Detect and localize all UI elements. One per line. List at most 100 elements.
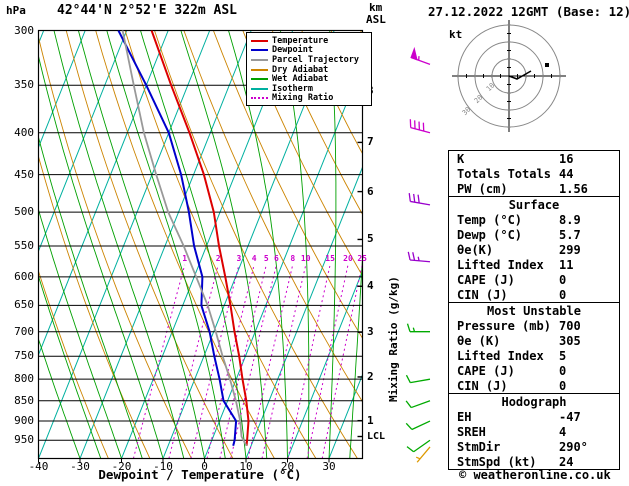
table-row: Lifted Index 5 (449, 348, 619, 363)
hodograph-unit-label: kt (449, 28, 463, 41)
wind-barb (406, 439, 431, 453)
table-row-label: StmDir (457, 439, 501, 454)
series-dewpoint (117, 30, 238, 447)
table-section-header: Surface (449, 196, 619, 212)
table-row: CIN (J) 0 (449, 378, 619, 393)
table-row-value: 8.9 (559, 212, 581, 227)
legend-item: Wet Adiabat (251, 74, 368, 84)
plot-border (37, 29, 364, 460)
hodograph-trace (508, 70, 532, 80)
table-row: Dewp (°C) 5.7 (449, 227, 619, 242)
table-row-value: 700 (559, 318, 581, 333)
legend-label: Dewpoint (272, 45, 313, 56)
wind-barb (405, 374, 431, 384)
table-row: CAPE (J) 0 (449, 363, 619, 378)
wind-barb (410, 46, 431, 65)
legend-label: Mixing Ratio (272, 93, 334, 104)
table-row-value: 0 (559, 378, 567, 393)
table-row-value: -47 (559, 409, 581, 424)
table-row-label: CIN (J) (457, 378, 508, 393)
table-row-value: 11 (559, 257, 574, 272)
pressure-axis-unit: hPa (6, 4, 26, 17)
table-row-label: PW (cm) (457, 181, 508, 196)
sounding-curves (117, 30, 250, 447)
legend-label: Dry Adiabat (272, 64, 329, 75)
table-row: K 16 (449, 151, 619, 166)
legend-swatch-wet-adiabat (251, 78, 268, 81)
altitude-axis-unit-asl: ASL (366, 13, 386, 26)
table-section-title: Hodograph (501, 394, 567, 409)
table-section-header: Most Unstable (449, 302, 619, 318)
table-section-header: Hodograph (449, 393, 619, 409)
legend-swatch-dry-adiabat (251, 68, 268, 71)
wind-barb (409, 119, 431, 134)
mixing-ratio-lines (132, 264, 363, 459)
legend-label: Isotherm (272, 83, 313, 94)
table-row-label: EH (457, 409, 472, 424)
table-section-title: Most Unstable (487, 303, 581, 318)
table-row-value: 16 (559, 151, 574, 166)
wind-barb (408, 193, 431, 206)
legend-label: Temperature (272, 35, 329, 46)
table-row-label: CIN (J) (457, 287, 508, 302)
table-row: Lifted Index 11 (449, 257, 619, 272)
wind-barb (405, 400, 431, 409)
x-axis-label: Dewpoint / Temperature (°C) (98, 467, 302, 482)
table-row-value: 4 (559, 424, 567, 439)
altitude-axis-unit-km: km (369, 1, 383, 14)
table-row: Temp (°C) 8.9 (449, 212, 619, 227)
table-row-label: θe (K) (457, 333, 501, 348)
legend: Temperature Dewpoint Parcel Trajectory Dry … (246, 32, 372, 107)
table-row-label: SREH (457, 424, 486, 439)
table-row: Totals Totals 44 (449, 166, 619, 181)
table-row-label: K (457, 151, 465, 166)
legend-item: Dewpoint (251, 45, 368, 56)
table-row-label: Lifted Index (457, 257, 544, 272)
table-row-label: CAPE (J) (457, 272, 515, 287)
table-row-value: 0 (559, 272, 567, 287)
table-row: EH -47 (449, 409, 619, 424)
table-row-label: Dewp (°C) (457, 227, 523, 242)
table-row-value: 44 (559, 166, 574, 181)
table-row-label: StmSpd (kt) (457, 454, 537, 469)
table-row: Pressure (mb) 700 (449, 318, 619, 333)
table-row: StmSpd (kt) 24 (449, 454, 619, 469)
table-row: SREH 4 (449, 424, 619, 439)
table-row-value: 0 (559, 363, 567, 378)
wind-barb (407, 251, 431, 263)
table-row-label: Totals Totals (457, 166, 551, 181)
wind-barbs (405, 46, 431, 463)
table-row-label: CAPE (J) (457, 363, 515, 378)
legend-item: Mixing Ratio (251, 93, 368, 104)
legend-item: Parcel Trajectory (251, 55, 368, 65)
copyright: © weatheronline.co.uk (459, 468, 611, 482)
table-row: CAPE (J) 0 (449, 272, 619, 287)
legend-swatch-parcel-trajectory (251, 58, 268, 61)
legend-item: Temperature (251, 36, 368, 46)
wind-barb (406, 323, 430, 333)
storm-motion-dot (545, 63, 549, 67)
table-row-value: 305 (559, 333, 581, 348)
table-row-label: Pressure (mb) (457, 318, 551, 333)
table-row-value: 290° (559, 439, 588, 454)
table-row: θe (K) 305 (449, 333, 619, 348)
hodograph (452, 20, 566, 132)
legend-item: Isotherm (251, 84, 368, 94)
indices-table: K 16 Totals Totals 44 PW (cm) 1.56 Surface Temp… (448, 150, 620, 470)
wind-barb (405, 420, 431, 431)
table-row: CIN (J) 0 (449, 287, 619, 302)
wind-barb (415, 446, 431, 463)
legend-label: Wet Adiabat (272, 74, 329, 85)
table-row: PW (cm) 1.56 (449, 181, 619, 196)
table-section-title: Surface (508, 197, 560, 212)
table-row: θe(K) 299 (449, 242, 619, 257)
legend-swatch-isotherm (251, 87, 268, 90)
table-row-value: 5 (559, 348, 567, 363)
series-temperature (150, 30, 250, 446)
table-row-label: Lifted Index (457, 348, 544, 363)
legend-swatch-temperature (251, 39, 268, 42)
table-row-value: 0 (559, 287, 567, 302)
legend-label: Parcel Trajectory (272, 54, 359, 65)
